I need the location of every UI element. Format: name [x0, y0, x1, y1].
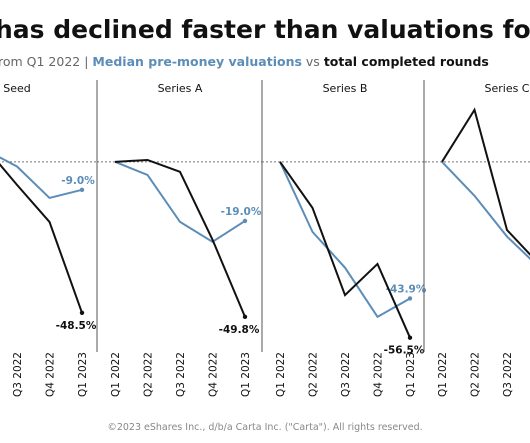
x-tick-label: Q3 2022 [502, 352, 514, 397]
value-label: -9.0% [61, 175, 95, 187]
value-label: -19.0% [221, 206, 262, 218]
x-tick-label: Q4 2022 [45, 352, 57, 397]
legend-entry: total completed rounds [324, 54, 489, 69]
end-point [407, 296, 413, 301]
series-line [0, 156, 83, 200]
series-line [114, 160, 246, 244]
series-line [279, 161, 411, 339]
x-tick-label: Q3 2022 [12, 352, 24, 397]
value-label: -43.9% [386, 283, 427, 295]
x-tick-label: Q1 2023 [77, 352, 89, 397]
end-point [407, 335, 413, 340]
value-label: -56.5% [384, 345, 425, 357]
panel-title: Series C [484, 82, 529, 95]
panel-title: Series A [158, 82, 203, 95]
x-tick-label: Q1 2022 [275, 352, 287, 397]
end-point [242, 314, 248, 320]
x-tick-label: Q1 2022 [110, 352, 122, 397]
subtitle-joiner: vs [306, 54, 320, 69]
x-tick-label: Q3 2022 [340, 352, 352, 397]
end-point [79, 310, 85, 316]
panel-title: Seed [3, 82, 31, 95]
series-line [441, 161, 530, 260]
x-tick-label: Q3 2022 [175, 352, 187, 397]
end-point [79, 187, 85, 193]
x-tick-label: Q1 2023 [240, 352, 252, 397]
footer: ©2023 eShares Inc., d/b/a Carta Inc. ("C… [107, 422, 422, 433]
x-tick-label: Q2 2022 [470, 352, 482, 397]
x-tick-label: Q4 2022 [208, 352, 220, 397]
series-line [279, 161, 411, 319]
x-tick-label: Q1 2023 [405, 352, 417, 397]
chart-title: has declined faster than valuations for … [0, 15, 530, 44]
series-line [0, 163, 83, 314]
subtitle: rom Q1 2022 | Median pre-money valuation… [0, 54, 489, 69]
series-line [441, 107, 530, 256]
subtitle-prefix: rom Q1 2022 | [0, 54, 88, 69]
x-tick-label: Q2 2022 [308, 352, 320, 397]
value-label: -49.8% [219, 324, 260, 336]
end-point [242, 218, 248, 224]
legend-entry: Median pre-money valuations [92, 54, 302, 69]
x-tick-label: Q4 2022 [373, 352, 385, 397]
value-label: -48.5% [56, 320, 97, 332]
series-line [114, 158, 246, 318]
panel-title: Series B [323, 82, 368, 95]
x-tick-label: Q2 2022 [143, 352, 155, 397]
x-tick-label: Q1 2022 [437, 352, 449, 397]
